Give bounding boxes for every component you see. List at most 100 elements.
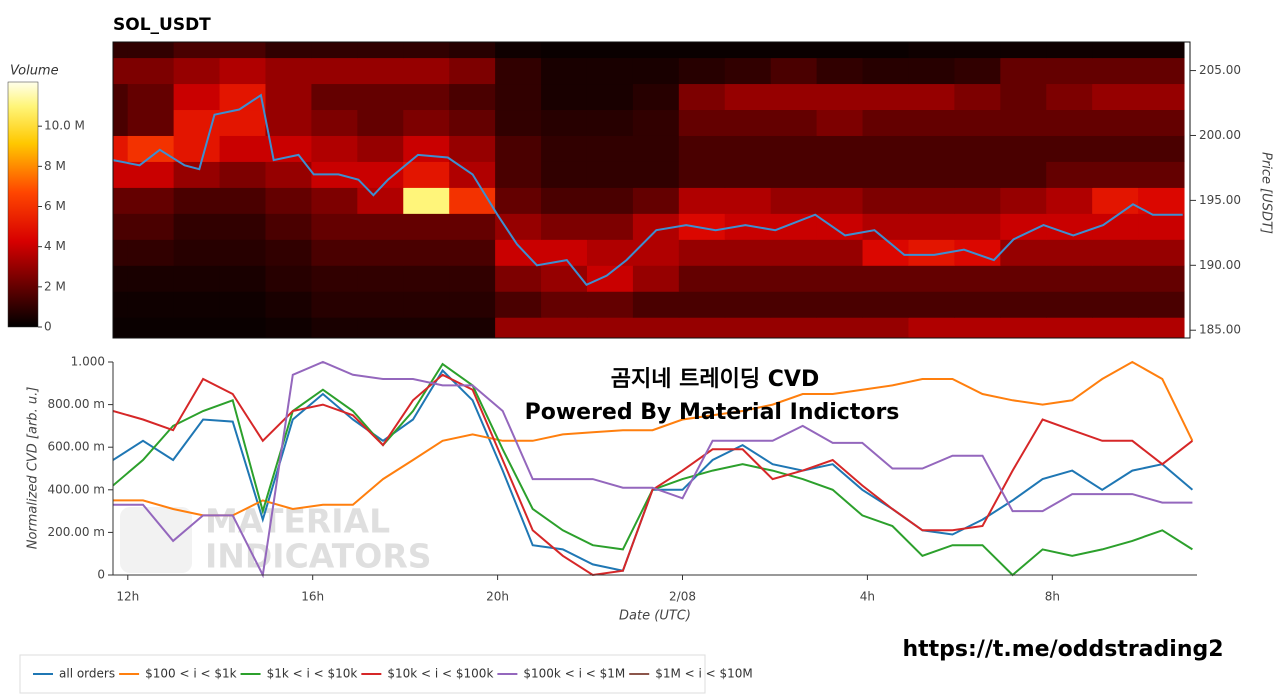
heat-cell: [541, 42, 588, 59]
heat-cell: [265, 213, 312, 240]
heat-cell: [173, 317, 221, 338]
heat-cell: [1046, 161, 1093, 188]
heat-cell: [357, 187, 404, 214]
heat-cell: [724, 187, 772, 214]
heat-cell: [113, 83, 129, 111]
heat-cell: [816, 42, 864, 59]
heat-cell: [1046, 83, 1093, 111]
heat-cell: [113, 42, 129, 59]
heat-cell: [495, 291, 542, 318]
colorbar-title: Volume: [10, 64, 59, 79]
heat-cell: [127, 161, 175, 188]
heat-cell: [1092, 135, 1139, 162]
heat-cell: [113, 317, 129, 338]
heat-cell: [311, 187, 358, 214]
heat-cell: [357, 291, 404, 318]
heat-cell: [173, 265, 221, 292]
heat-cell: [1046, 291, 1093, 318]
heat-cell: [219, 239, 266, 266]
heat-cell: [770, 161, 818, 188]
heat-cell: [632, 291, 680, 318]
heat-cell: [495, 42, 542, 59]
heat-cell: [954, 265, 1001, 292]
heat-cell: [1092, 42, 1139, 59]
heat-cell: [357, 317, 404, 338]
heat-cell: [265, 57, 312, 85]
heat-cell: [632, 135, 680, 162]
heat-cell: [403, 317, 450, 338]
heat-cell: [908, 42, 955, 59]
y-tick-label: 1.000: [71, 355, 105, 369]
heat-cell: [541, 213, 588, 240]
y-tick-label: 0: [97, 568, 105, 582]
heat-cell: [770, 83, 818, 111]
heat-cell: [816, 57, 864, 85]
heat-cell: [632, 265, 680, 292]
heat-cell: [954, 109, 1001, 136]
heat-cell: [403, 213, 450, 240]
heat-cell: [862, 291, 909, 318]
heat-cell: [127, 187, 175, 214]
heat-cell: [816, 109, 864, 136]
watermark-logo: [120, 507, 192, 573]
heat-cell: [586, 239, 634, 266]
heat-cell: [265, 161, 312, 188]
y2-tick-label: 200.00: [1199, 128, 1241, 142]
heat-cell: [678, 57, 726, 85]
heat-cell: [724, 83, 772, 111]
heat-cell: [173, 42, 221, 59]
y2-axis-label: Price [USDT]: [1259, 152, 1274, 234]
heat-cell: [495, 317, 542, 338]
heat-cell: [1092, 57, 1139, 85]
cvd-line: [113, 360, 1193, 578]
heat-cell: [908, 57, 955, 85]
heat-cell: [311, 57, 358, 85]
heat-cell: [954, 57, 1001, 85]
heat-cell: [1046, 213, 1093, 240]
cvd-line: [113, 360, 1194, 517]
heat-cell: [541, 83, 588, 111]
heat-cell: [495, 213, 542, 240]
colorbar-tick-label: 10.0 M: [44, 119, 85, 133]
heat-cell: [1138, 265, 1185, 292]
heat-cell: [173, 187, 221, 214]
heat-cell: [816, 187, 864, 214]
heat-cell: [1138, 239, 1185, 266]
heat-cell: [495, 57, 542, 85]
heat-cell: [127, 83, 175, 111]
heat-cell: [541, 187, 588, 214]
heat-cell: [724, 161, 772, 188]
heat-cell: [495, 161, 542, 188]
heat-cell: [127, 265, 175, 292]
heat-cell: [265, 187, 312, 214]
heat-cell: [403, 57, 450, 85]
heat-cell: [954, 187, 1001, 214]
heat-cell: [632, 187, 680, 214]
heat-cell: [586, 135, 634, 162]
colorbar: [7, 81, 39, 328]
heat-cell: [113, 187, 129, 214]
heat-cell: [678, 109, 726, 136]
heat-cell: [495, 135, 542, 162]
heat-cell: [1000, 135, 1047, 162]
heat-cell: [632, 161, 680, 188]
heat-cell: [1138, 109, 1185, 136]
heat-cell: [1138, 213, 1185, 240]
heat-cell: [495, 265, 542, 292]
heat-cell: [127, 317, 175, 338]
heat-cell: [862, 83, 909, 111]
heat-cell: [541, 109, 588, 136]
x-tick-label: 20h: [486, 590, 509, 604]
heat-cell: [1092, 83, 1139, 111]
heat-cell: [403, 109, 450, 136]
heat-cell: [357, 135, 404, 162]
heat-cell: [219, 109, 266, 136]
heat-cell: [724, 57, 772, 85]
heat-cell: [1138, 317, 1185, 338]
heat-cell: [113, 239, 129, 266]
colorbar-tick-label: 4 M: [44, 239, 66, 253]
heat-cell: [1138, 83, 1185, 111]
heat-cell: [449, 291, 496, 318]
heat-cell: [816, 161, 864, 188]
heat-cell: [403, 265, 450, 292]
